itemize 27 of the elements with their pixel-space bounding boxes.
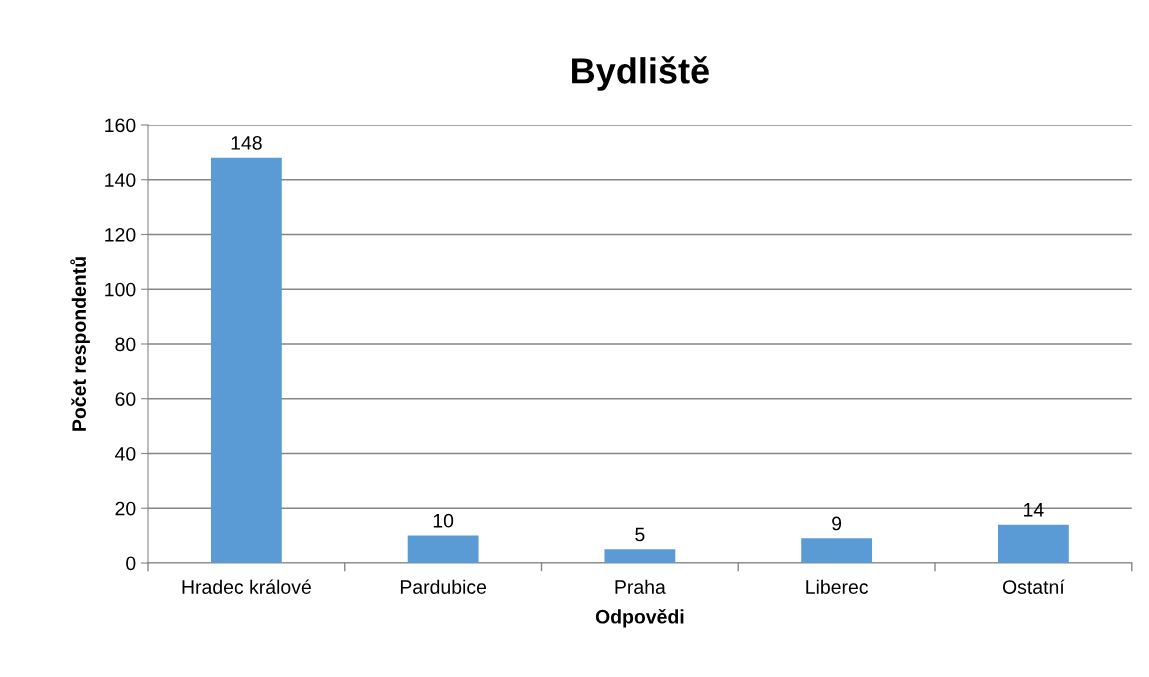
x-tick-label: Liberec — [806, 579, 869, 594]
data-label: 10 — [433, 513, 454, 528]
y-tick-label: 40 — [115, 446, 136, 461]
data-label: 148 — [231, 136, 262, 150]
x-tick-label: Praha — [615, 579, 666, 594]
bar — [604, 549, 676, 563]
y-tick-label: 120 — [105, 227, 136, 242]
y-tick-label: 140 — [105, 173, 136, 187]
x-tick-label: Ostatní — [1002, 579, 1065, 594]
y-axis-title: Počet respondentů — [70, 257, 90, 431]
y-tick-label: 160 — [105, 118, 136, 133]
chart-title: Bydliště — [572, 56, 709, 91]
bar — [997, 524, 1069, 563]
x-tick-label: Pardubice — [400, 579, 487, 594]
x-tick-label: Hradec králové — [182, 579, 311, 594]
data-label: 14 — [1024, 503, 1044, 517]
y-tick-label: 100 — [105, 282, 136, 297]
y-tick-label: 60 — [115, 392, 136, 406]
bar — [407, 535, 479, 563]
y-tick-label: 80 — [115, 337, 136, 352]
y-tick-label: 0 — [126, 556, 136, 571]
data-label: 9 — [832, 516, 842, 531]
x-axis-title: Odpovědi — [595, 608, 684, 628]
bar — [210, 157, 282, 563]
data-label: 5 — [635, 527, 645, 542]
bar — [801, 538, 873, 563]
y-tick-label: 20 — [115, 501, 136, 516]
